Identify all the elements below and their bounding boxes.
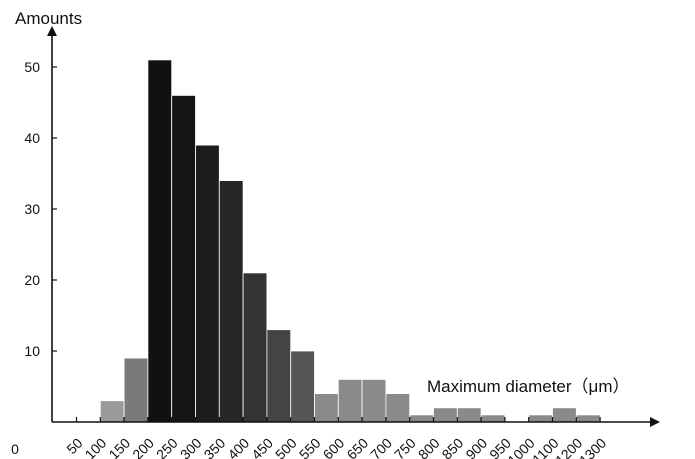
x-tick-label-2: 150 (105, 435, 133, 459)
x-tick-label-5: 300 (177, 435, 205, 459)
x-tick-label-3: 200 (129, 435, 157, 459)
histogram-bar-10 (314, 393, 339, 423)
histogram-bar-14 (409, 414, 434, 423)
histogram-bar-17 (480, 414, 506, 423)
histogram-bar-4 (171, 95, 196, 423)
x-tick-label-1: 100 (82, 435, 110, 459)
y-tick-label-2: 20 (24, 272, 40, 288)
histogram-bar-21 (575, 414, 601, 423)
x-tick-label-11: 600 (320, 435, 348, 459)
histogram-bar-1 (99, 400, 125, 423)
histogram-bar-6 (218, 180, 244, 423)
histogram-bar-16 (456, 407, 482, 423)
x-tick-label-9: 500 (272, 435, 300, 459)
y-axis-title: Amounts (15, 9, 82, 28)
x-tick-label-6: 350 (201, 435, 229, 459)
x-tick-label-14: 750 (391, 435, 419, 459)
y-tick-label-1: 10 (24, 343, 40, 359)
x-tick-label-12: 650 (343, 435, 371, 459)
histogram-bar-8 (266, 329, 292, 423)
histogram-bar-7 (242, 272, 268, 423)
bars-layer (99, 59, 601, 423)
y-tick-label-0: 0 (11, 441, 19, 457)
histogram-bar-3 (147, 59, 173, 423)
y-tick-label-5: 50 (24, 59, 40, 75)
x-tick-label-13: 700 (367, 435, 395, 459)
x-tick-label-15: 800 (415, 435, 443, 459)
histogram-bar-15 (433, 407, 458, 423)
x-tick-label-10: 550 (296, 435, 324, 459)
histogram-bar-12 (361, 378, 387, 423)
y-ticks-layer: 0 10 20 30 40 50 (11, 59, 57, 457)
histogram-bar-19 (528, 414, 553, 423)
histogram-bar-5 (195, 144, 220, 423)
y-tick-label-3: 30 (24, 201, 40, 217)
histogram-bar-13 (385, 393, 411, 423)
histogram-bar-11 (337, 378, 363, 423)
histogram-bar-20 (552, 407, 577, 423)
x-tick-label-16: 850 (439, 435, 467, 459)
x-tick-label-7: 400 (224, 435, 252, 459)
x-tick-label-4: 250 (153, 435, 181, 459)
x-tick-label-0: 50 (63, 435, 85, 457)
y-tick-label-4: 40 (24, 130, 40, 146)
x-tick-label-17: 900 (462, 435, 490, 459)
x-tick-label-8: 450 (248, 435, 276, 459)
x-axis-title: Maximum diameter（μm） (427, 377, 630, 396)
histogram-bar-2 (123, 357, 149, 423)
histogram-bar-9 (290, 350, 315, 423)
x-ticks-layer: 5010015020025030035040045050055060065070… (63, 417, 609, 459)
